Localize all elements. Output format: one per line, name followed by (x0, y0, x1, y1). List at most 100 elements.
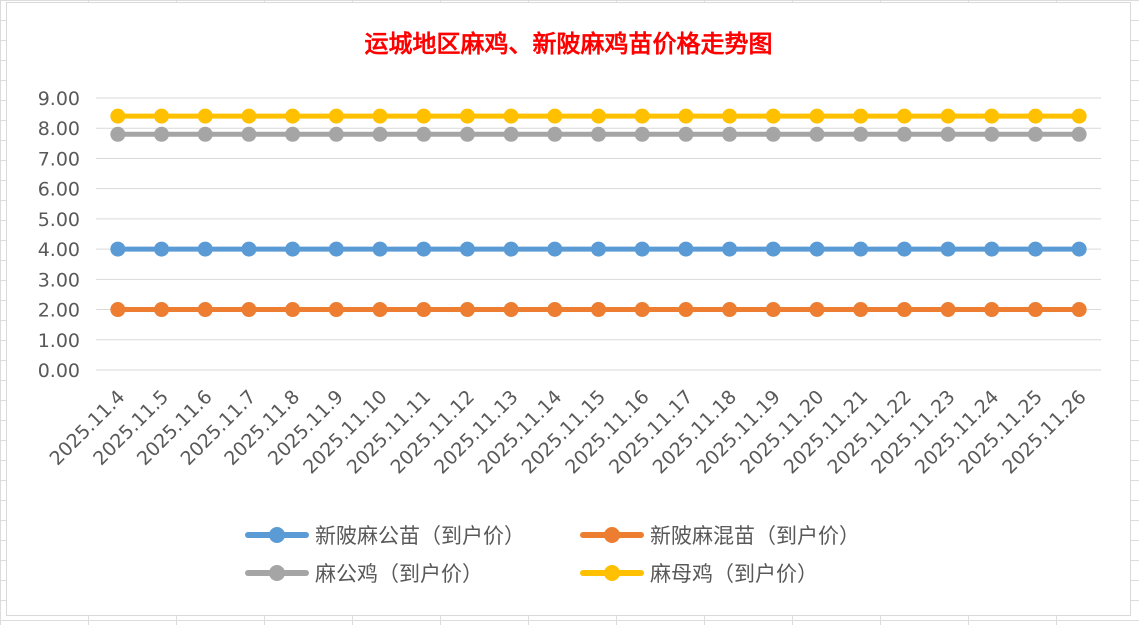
data-point (940, 126, 956, 142)
data-point (416, 302, 432, 318)
data-point (285, 241, 301, 257)
data-point (678, 126, 694, 142)
data-point (110, 108, 126, 124)
legend-label: 麻母鸡（到户价） (650, 562, 818, 586)
y-tick-label: 6.00 (38, 179, 80, 201)
data-point (154, 126, 170, 142)
data-point (1071, 302, 1087, 318)
chart-title: 运城地区麻鸡、新陂麻鸡苗价格走势图 (364, 29, 773, 58)
data-point (853, 108, 869, 124)
data-point (154, 108, 170, 124)
data-point (1027, 302, 1043, 318)
data-point (809, 108, 825, 124)
data-point (940, 241, 956, 257)
data-point (1071, 126, 1087, 142)
legend-label: 麻公鸡（到户价） (315, 562, 483, 586)
data-point (197, 241, 213, 257)
data-point (285, 302, 301, 318)
data-point (197, 126, 213, 142)
data-point (809, 241, 825, 257)
data-point (896, 108, 912, 124)
data-point (1027, 126, 1043, 142)
data-point (722, 126, 738, 142)
legend-item: 新陂麻混苗（到户价） (580, 522, 920, 548)
data-point (416, 126, 432, 142)
data-point (765, 302, 781, 318)
data-point (372, 241, 388, 257)
data-point (722, 302, 738, 318)
data-point (591, 241, 606, 257)
y-tick-label: 3.00 (38, 269, 80, 291)
data-point (241, 302, 257, 318)
legend-swatch (245, 562, 309, 584)
data-point (853, 126, 869, 142)
data-point (547, 126, 563, 142)
legend-label: 新陂麻公苗（到户价） (315, 524, 525, 548)
data-point (591, 302, 606, 318)
data-point (678, 108, 694, 124)
data-point (328, 302, 344, 318)
data-point (110, 241, 126, 257)
data-point (372, 302, 388, 318)
data-point (503, 108, 519, 124)
data-point (241, 126, 257, 142)
y-tick-label: 1.00 (38, 330, 80, 352)
data-point (241, 108, 257, 124)
y-tick-label: 9.00 (38, 88, 80, 110)
data-point (285, 126, 301, 142)
legend-item: 新陂麻公苗（到户价） (245, 522, 580, 548)
data-point (896, 302, 912, 318)
y-tick-label: 5.00 (38, 209, 80, 231)
data-point (809, 302, 825, 318)
data-point (328, 126, 344, 142)
y-tick-label: 0.00 (38, 360, 80, 382)
legend-label: 新陂麻混苗（到户价） (650, 524, 860, 548)
data-point (984, 108, 1000, 124)
chart-legend: 新陂麻公苗（到户价） 新陂麻混苗（到户价） 麻公鸡（到户价） 麻母鸡（到户价） (245, 522, 925, 586)
data-point (459, 108, 475, 124)
data-point (372, 126, 388, 142)
data-point (984, 126, 1000, 142)
data-point (678, 302, 694, 318)
data-point (853, 302, 869, 318)
data-point (197, 108, 213, 124)
data-point (285, 108, 301, 124)
data-point (1071, 241, 1087, 257)
data-point (634, 241, 650, 257)
data-point (940, 108, 956, 124)
data-point (372, 108, 388, 124)
data-point (1027, 108, 1043, 124)
data-point (634, 302, 650, 318)
data-point (765, 126, 781, 142)
data-point (591, 108, 606, 124)
y-tick-label: 7.00 (38, 148, 80, 170)
legend-swatch (245, 524, 309, 546)
data-point (984, 241, 1000, 257)
data-point (722, 241, 738, 257)
data-point (503, 241, 519, 257)
data-point (241, 241, 257, 257)
data-point (765, 241, 781, 257)
data-point (678, 241, 694, 257)
y-tick-label: 2.00 (38, 300, 80, 322)
data-point (110, 302, 126, 318)
data-point (110, 126, 126, 142)
data-point (328, 241, 344, 257)
data-point (459, 126, 475, 142)
data-point (591, 126, 606, 142)
data-point (154, 302, 170, 318)
data-point (809, 126, 825, 142)
data-point (197, 302, 213, 318)
data-point (940, 302, 956, 318)
data-point (547, 108, 563, 124)
data-point (547, 241, 563, 257)
data-point (416, 241, 432, 257)
data-point (416, 108, 432, 124)
y-tick-label: 8.00 (38, 118, 80, 140)
legend-item: 麻公鸡（到户价） (245, 560, 580, 586)
data-point (459, 302, 475, 318)
data-point (503, 126, 519, 142)
data-point (503, 302, 519, 318)
legend-swatch (580, 562, 644, 584)
